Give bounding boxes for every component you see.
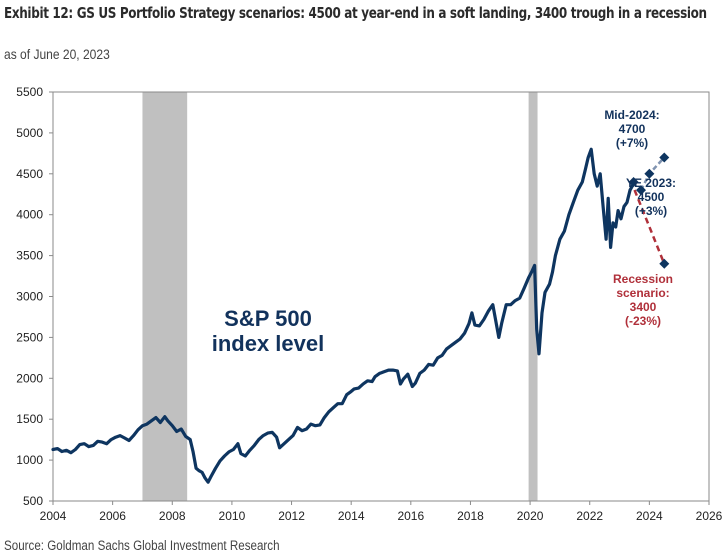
series-label-line2: index level [212,331,325,356]
y-tick-label: 500 [23,494,43,508]
sp500-series-line [51,147,636,484]
recession-path [633,189,666,265]
recession-scenario-label: scenario: [616,286,669,300]
x-tick-label: 2006 [99,509,126,523]
x-tick-label: 2004 [40,509,67,523]
ye-2023-marker [644,168,655,179]
recession-scenario-label: (-23%) [625,314,661,328]
x-tick-label: 2022 [576,509,603,523]
x-tick-label: 2012 [278,509,305,523]
y-tick-label: 1500 [16,412,43,426]
recession-bands [142,92,538,501]
y-tick-label: 3000 [16,290,43,304]
mid-2024-marker [659,152,670,163]
recession-scenario-label: Recession [613,272,673,286]
recession-band [142,92,188,501]
ye-2023-label: (+3%) [635,204,667,218]
y-tick-label: 5500 [16,85,43,99]
y-tick-label: 5000 [16,126,43,140]
x-tick-label: 2024 [636,509,663,523]
mid-2024-label: Mid-2024: [604,108,659,122]
recession-scenario-marker [659,258,670,269]
y-tick-label: 4000 [16,208,43,222]
x-tick-label: 2008 [159,509,186,523]
mid-2024-label: 4700 [619,122,646,136]
source-note: Source: Goldman Sachs Global Investment … [4,538,280,553]
chart-subtitle: as of June 20, 2023 [4,46,110,62]
chart-title: Exhibit 12: GS US Portfolio Strategy sce… [4,4,707,22]
x-tick-label: 2016 [397,509,424,523]
mid-2024-label: (+7%) [616,136,648,150]
recession-band [528,92,538,501]
x-tick-label: 2026 [696,509,723,523]
y-tick-label: 2000 [16,371,43,385]
y-tick-label: 1000 [16,453,43,467]
x-tick-label: 2010 [219,509,246,523]
x-tick-label: 2014 [338,509,365,523]
x-tick-label: 2020 [517,509,544,523]
current-level-marker [628,176,639,187]
series-layer [51,147,636,484]
y-tick-label: 2500 [16,330,43,344]
ye-2023-label: 4500 [638,190,665,204]
x-tick-label: 2018 [457,509,484,523]
annotations: S&P 500 index level [212,306,325,356]
series-label-line1: S&P 500 [224,306,312,331]
scenario-layer: Mid-2024:4700(+7%) YE 2023:4500(+3%) Reces… [604,108,676,328]
y-tick-label: 4500 [16,167,43,181]
scenario-marker [636,185,647,196]
y-tick-label: 3500 [16,249,43,263]
y-axis-ticks: 500 1000 1500 2000 2500 3000 3500 4000 4500 5000 5… [16,85,53,508]
ye-2023-label: YE 2023: [626,176,676,190]
recession-scenario-label: 3400 [630,300,657,314]
x-axis-ticks: 2004 2006 2008 2010 2012 2014 2016 2018 2020 2022… [40,501,723,523]
